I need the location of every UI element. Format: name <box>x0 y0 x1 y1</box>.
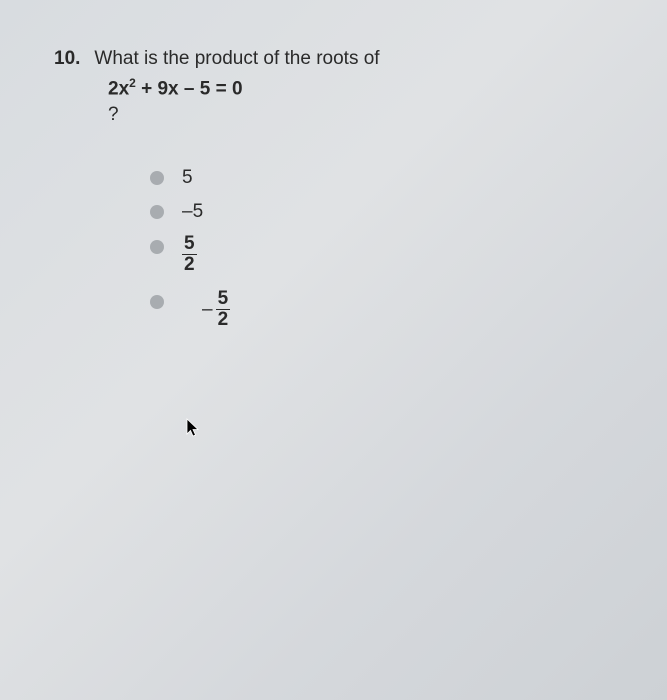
option-d[interactable]: – 5 2 <box>150 289 627 330</box>
minus-sign: – <box>202 299 213 321</box>
option-c-label: 5 2 <box>182 234 197 275</box>
fraction: 5 2 <box>182 234 197 275</box>
question-mark: ? <box>108 104 627 126</box>
question-number: 10. <box>54 48 80 70</box>
options-list: 5 –5 5 2 – 5 2 <box>150 166 627 330</box>
fraction: 5 2 <box>216 289 231 330</box>
radio-icon[interactable] <box>150 240 164 254</box>
equation-part-rest: + 9x – 5 = 0 <box>136 78 243 99</box>
fraction-denominator: 2 <box>182 255 197 275</box>
fraction-numerator: 5 <box>216 289 231 310</box>
option-a-label: 5 <box>182 167 193 189</box>
equation-part-a: 2x <box>108 78 129 99</box>
fraction-numerator: 5 <box>182 234 197 255</box>
option-c[interactable]: 5 2 <box>150 234 627 275</box>
option-b[interactable]: –5 <box>150 200 627 224</box>
equation-exponent: 2 <box>129 76 136 90</box>
question-header: 10. What is the product of the roots of <box>54 48 627 70</box>
option-a[interactable]: 5 <box>150 166 627 190</box>
fraction-denominator: 2 <box>216 310 231 330</box>
question-text: What is the product of the roots of <box>94 48 379 70</box>
radio-icon[interactable] <box>150 205 164 219</box>
option-d-label: – 5 2 <box>202 289 230 330</box>
cursor-icon <box>186 418 202 440</box>
equation: 2x2 + 9x – 5 = 0 <box>108 76 627 100</box>
question-block: 10. What is the product of the roots of … <box>0 0 667 330</box>
radio-icon[interactable] <box>150 171 164 185</box>
radio-icon[interactable] <box>150 295 164 309</box>
option-b-label: –5 <box>182 201 203 223</box>
